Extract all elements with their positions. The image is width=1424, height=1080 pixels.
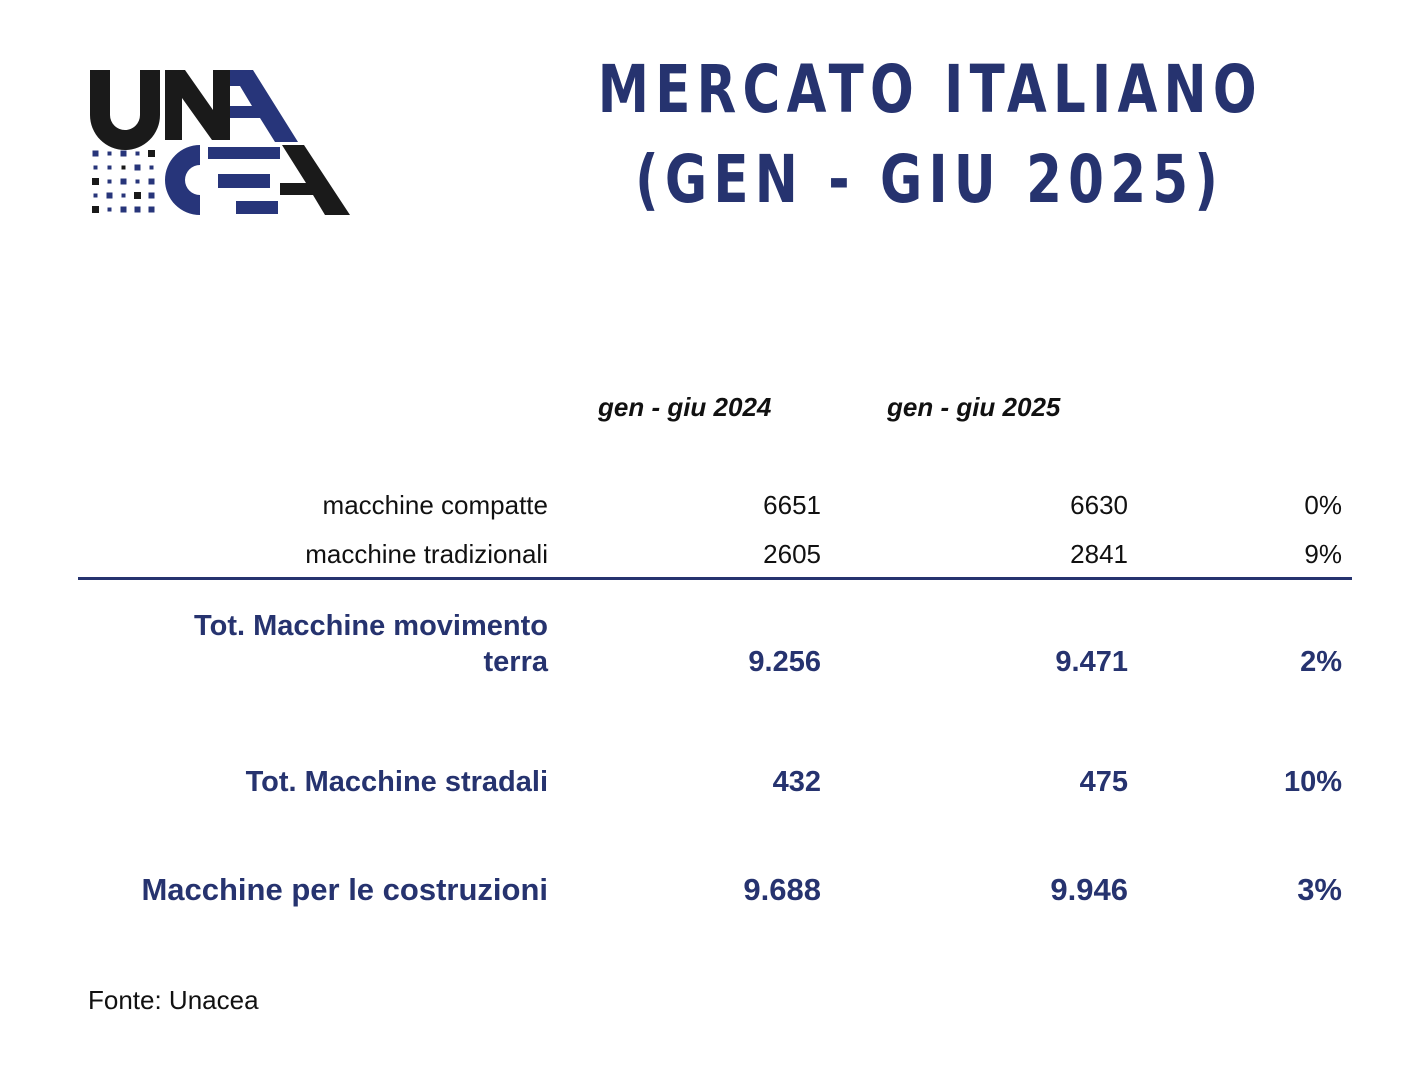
source-note: Fonte: Unacea — [88, 985, 259, 1015]
row-label: macchine compatte — [322, 490, 548, 520]
unacea-logo — [90, 70, 350, 215]
change-percent: 9% — [1304, 539, 1342, 569]
row-label: macchine tradizionali — [305, 539, 548, 569]
row-label: Macchine per le costruzioni — [141, 872, 548, 907]
change-percent: 0% — [1304, 490, 1342, 520]
logo-dot — [148, 206, 155, 213]
logo-dot — [120, 206, 127, 213]
logo-dot — [92, 150, 99, 157]
logo-dot — [148, 192, 155, 199]
divider — [78, 577, 1352, 580]
row-label-cont: terra — [483, 646, 549, 678]
logo-dot — [120, 178, 127, 185]
logo-dot — [107, 165, 112, 170]
logo-dot — [135, 179, 140, 184]
title-line-1: MERCATO ITALIANO — [597, 51, 1263, 128]
value-2025: 9.471 — [1055, 646, 1128, 678]
change-percent: 2% — [1300, 646, 1342, 678]
value-2025: 9.946 — [1050, 872, 1128, 907]
logo-dot — [93, 193, 98, 198]
value-2024: 9.688 — [743, 872, 821, 907]
logo-dot — [92, 178, 99, 185]
logo-dot — [120, 150, 127, 157]
logo-dot — [134, 164, 141, 171]
value-2024: 9.256 — [748, 646, 821, 678]
value-2025: 6630 — [1070, 490, 1128, 520]
change-percent: 10% — [1283, 766, 1342, 798]
logo-dot — [135, 151, 140, 156]
title-line-1-wrapper: MERCATO ITALIANO — [560, 50, 1300, 130]
value-2025: 2841 — [1070, 539, 1128, 569]
logo-dot — [107, 179, 112, 184]
logo-dot — [148, 178, 155, 185]
logo-dot — [92, 206, 99, 213]
logo-dot — [93, 165, 98, 170]
row-label: Tot. Macchine stradali — [245, 766, 548, 798]
value-2024: 432 — [772, 766, 821, 798]
logo-dot — [106, 192, 113, 199]
logo-dot — [148, 150, 155, 157]
logo-dot — [134, 206, 141, 213]
logo-dot — [134, 192, 141, 199]
value-2025: 475 — [1079, 766, 1128, 798]
title-line-2: (GEN - GIU 2025) — [635, 141, 1225, 218]
logo-dot — [149, 165, 154, 170]
title-line-2-wrapper: (GEN - GIU 2025) — [560, 140, 1300, 220]
value-2024: 6651 — [763, 490, 821, 520]
column-header-2024: gen - giu 2024 — [598, 392, 772, 422]
change-percent: 3% — [1297, 872, 1342, 907]
logo-dot — [121, 193, 126, 198]
column-header-2025: gen - giu 2025 — [887, 392, 1061, 422]
logo-dot — [107, 151, 112, 156]
row-label: Tot. Macchine movimento — [194, 610, 548, 642]
value-2024: 2605 — [763, 539, 821, 569]
logo-dot — [121, 165, 126, 170]
logo-dot — [107, 207, 112, 212]
